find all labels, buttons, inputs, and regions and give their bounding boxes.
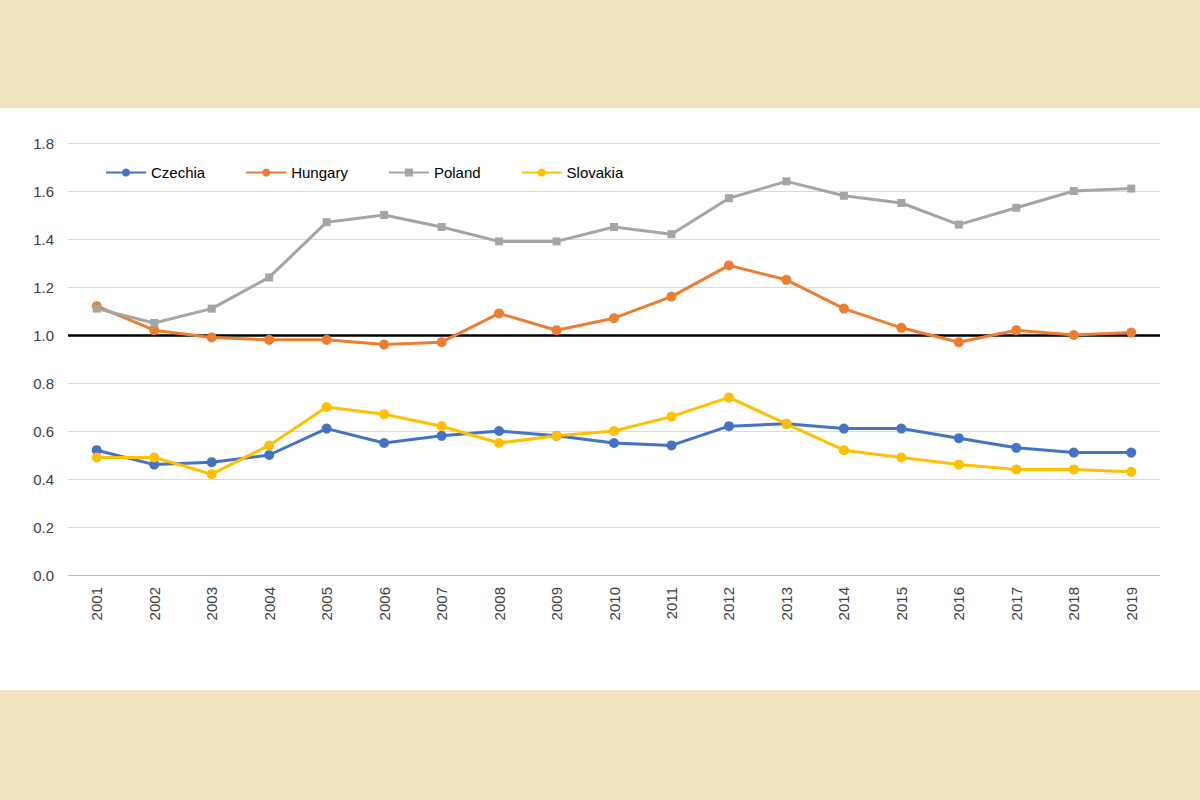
- svg-text:1.4: 1.4: [33, 231, 54, 248]
- svg-text:0.6: 0.6: [33, 423, 54, 440]
- svg-text:1.6: 1.6: [33, 183, 54, 200]
- svg-text:0.4: 0.4: [33, 471, 54, 488]
- svg-text:2009: 2009: [548, 587, 565, 620]
- svg-text:Czechia: Czechia: [151, 164, 206, 181]
- svg-text:Slovakia: Slovakia: [567, 164, 624, 181]
- svg-text:2003: 2003: [203, 587, 220, 620]
- svg-text:0.2: 0.2: [33, 519, 54, 536]
- svg-text:Poland: Poland: [434, 164, 481, 181]
- svg-text:2010: 2010: [606, 587, 623, 620]
- svg-text:2014: 2014: [835, 587, 852, 620]
- svg-text:2016: 2016: [950, 587, 967, 620]
- svg-text:2013: 2013: [778, 587, 795, 620]
- svg-text:2005: 2005: [318, 587, 335, 620]
- svg-text:2001: 2001: [88, 587, 105, 620]
- svg-text:2002: 2002: [146, 587, 163, 620]
- svg-text:1.2: 1.2: [33, 279, 54, 296]
- svg-text:2008: 2008: [491, 587, 508, 620]
- svg-text:2006: 2006: [376, 587, 393, 620]
- svg-text:1.0: 1.0: [33, 327, 54, 344]
- svg-text:1.8: 1.8: [33, 135, 54, 152]
- svg-text:2015: 2015: [893, 587, 910, 620]
- svg-text:2017: 2017: [1008, 587, 1025, 620]
- svg-text:2012: 2012: [720, 587, 737, 620]
- svg-text:2019: 2019: [1123, 587, 1140, 620]
- svg-text:2011: 2011: [663, 587, 680, 619]
- svg-text:0.0: 0.0: [33, 567, 54, 584]
- svg-text:2007: 2007: [433, 587, 450, 620]
- svg-text:0.8: 0.8: [33, 375, 54, 392]
- svg-text:Hungary: Hungary: [291, 164, 348, 181]
- svg-text:2004: 2004: [261, 587, 278, 620]
- svg-text:2018: 2018: [1065, 587, 1082, 620]
